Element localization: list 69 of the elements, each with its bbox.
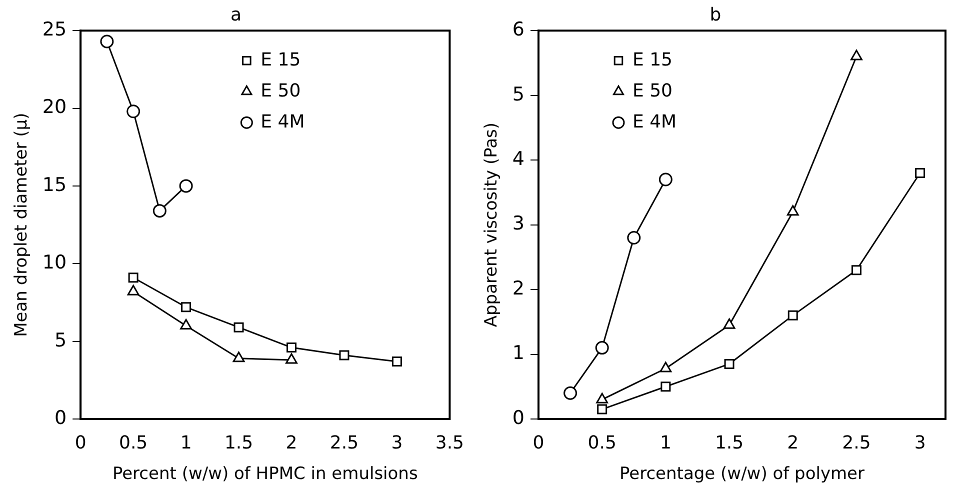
point — [234, 322, 244, 332]
chart-title: b — [710, 4, 722, 26]
x-tick-label: 1.5 — [714, 432, 744, 454]
point — [286, 353, 298, 364]
x-tick-label: 3 — [914, 432, 926, 454]
x-tick-label: 0.5 — [588, 432, 616, 454]
x-tick-label: 2 — [787, 432, 799, 454]
point — [595, 341, 609, 355]
x-tick-label: 3 — [391, 432, 403, 454]
point — [564, 386, 578, 400]
y-tick-label: 15 — [42, 174, 67, 196]
y-tick-label: 0 — [54, 406, 67, 429]
point — [851, 265, 862, 276]
y-axis-title: Apparent viscosity (Pas) — [482, 122, 502, 328]
point — [627, 230, 641, 244]
x-tick-label: 3.5 — [435, 432, 464, 454]
point — [658, 172, 672, 186]
point — [788, 310, 798, 320]
point — [286, 342, 296, 353]
legend-label: E 4M — [632, 111, 677, 132]
x-tick-label: 2.5 — [330, 432, 359, 454]
x-axis-title: Percent (w/w) of HPMC in emulsions — [112, 464, 418, 484]
point — [128, 272, 138, 283]
x-tick-label: 0 — [74, 432, 86, 454]
x-tick-label: 1 — [180, 432, 192, 454]
point — [179, 179, 193, 193]
y-tick-label: 5 — [512, 83, 524, 106]
point — [723, 318, 736, 329]
point — [660, 382, 671, 392]
x-axis-title: Percentage (w/w) of polymer — [619, 464, 865, 484]
point — [152, 204, 166, 218]
y-tick-label: 2 — [512, 277, 524, 300]
x-tick-label: 0 — [532, 432, 544, 454]
point — [660, 362, 672, 372]
point — [392, 356, 402, 367]
point — [339, 350, 350, 360]
y-tick-label: 6 — [512, 18, 524, 41]
point — [724, 358, 734, 369]
x-tick-label: 2 — [286, 432, 298, 454]
y-tick-label: 1 — [512, 342, 524, 364]
x-tick-label: 1.5 — [224, 432, 254, 454]
y-tick-label: 5 — [54, 329, 67, 352]
y-tick-label: 25 — [42, 18, 67, 41]
point — [850, 50, 862, 60]
point — [915, 168, 926, 178]
point — [127, 284, 140, 296]
y-tick-label: 20 — [42, 96, 67, 118]
point — [232, 352, 245, 362]
chart-title: a — [230, 4, 242, 26]
y-axis-title: Mean droplet diameter (μ) — [12, 112, 32, 337]
point — [181, 302, 192, 312]
point — [126, 104, 140, 118]
y-tick-label: 3 — [512, 212, 524, 235]
x-tick-label: 2.5 — [842, 432, 871, 454]
y-tick-label: 0 — [512, 406, 524, 429]
y-tick-label: 10 — [42, 252, 67, 274]
point — [100, 34, 114, 48]
legend-label: E 50 — [260, 80, 301, 102]
point — [786, 205, 799, 216]
x-tick-label: 1 — [660, 432, 672, 454]
legend-label: E 15 — [632, 49, 672, 70]
point — [180, 319, 192, 330]
legend-label: E 15 — [260, 49, 301, 70]
legend-label: E 4M — [260, 111, 305, 132]
y-tick-label: 4 — [512, 148, 524, 170]
point — [597, 404, 608, 414]
legend-label: E 50 — [632, 80, 672, 102]
x-tick-label: 0.5 — [118, 432, 148, 454]
point — [596, 392, 608, 404]
